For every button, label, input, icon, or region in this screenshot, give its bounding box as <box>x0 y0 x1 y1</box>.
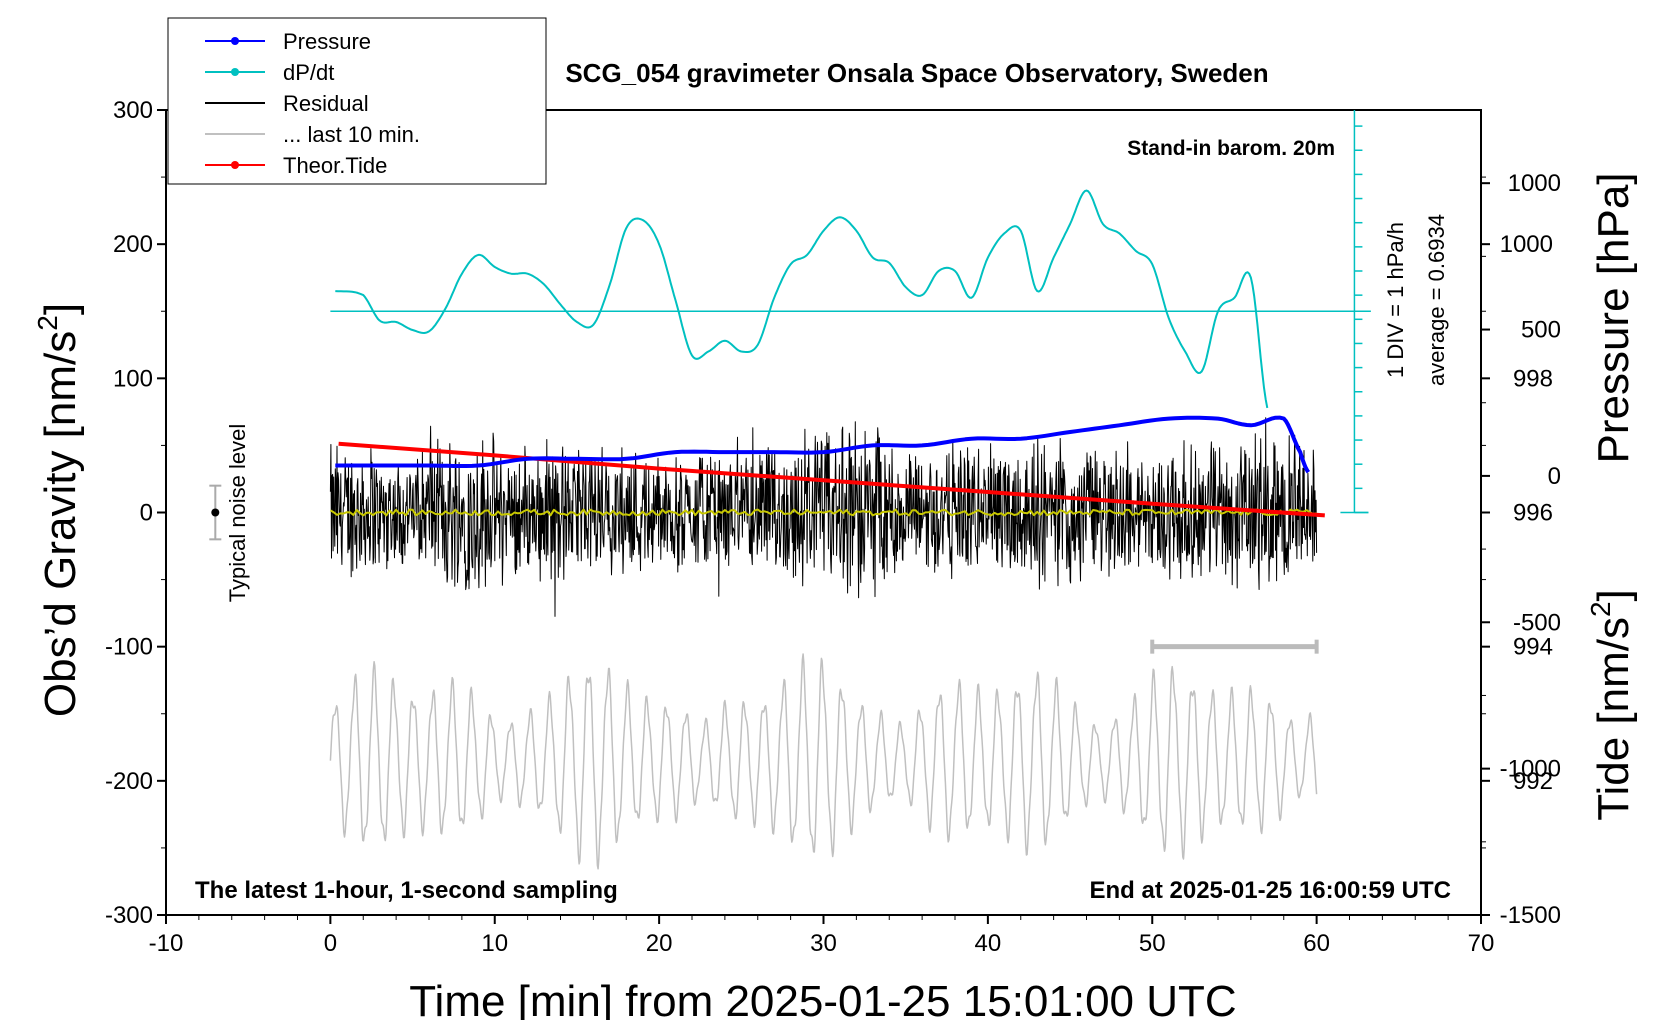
smoothed-residual-line <box>329 508 1317 517</box>
y-left-tick-label: 200 <box>113 231 153 258</box>
last-10-min-bar <box>1150 639 1319 654</box>
tide-line <box>338 441 1325 518</box>
x-tick-label: 60 <box>1303 930 1330 957</box>
barometer-note: Stand-in barom. 20m <box>1127 137 1335 160</box>
dpdt-line <box>335 189 1269 409</box>
noise-level-indicator <box>209 484 222 541</box>
legend-label: dP/dt <box>283 60 334 85</box>
x-tick-label: 40 <box>975 930 1002 957</box>
last-10-min-line <box>329 653 1318 870</box>
x-axis-ticks: -10 0 10 20 30 40 50 60 70 <box>149 915 1495 957</box>
x-tick-label: 0 <box>324 930 337 957</box>
y-axis-left-title-end: ] <box>36 303 85 315</box>
tide-axis-title: Tide [nm/s2] <box>1585 589 1638 821</box>
residual-series <box>329 417 1318 617</box>
chart-title: SCG_054 gravimeter Onsala Space Observat… <box>565 58 1268 88</box>
sampling-note: The latest 1-hour, 1-second sampling <box>195 877 618 904</box>
pressure-tick-label: 1000 <box>1500 231 1553 258</box>
residual-line <box>329 417 1318 617</box>
x-axis-title: Time [min] from 2025-01-25 15:01:00 UTC <box>409 977 1236 1020</box>
y-left-tick-label: 300 <box>113 97 153 124</box>
tide-tick-label: 1000 <box>1508 170 1561 197</box>
tide-tick-label: 500 <box>1521 317 1561 344</box>
legend-label: Pressure <box>283 29 371 54</box>
x-tick-label: 20 <box>646 930 673 957</box>
pressure-series <box>335 415 1311 474</box>
tide-tick-label: -1000 <box>1500 756 1561 783</box>
tide-axis-title-sup: 2 <box>1585 601 1616 617</box>
tide-tick-label: 0 <box>1548 463 1561 490</box>
noise-level-label: Typical noise level <box>225 424 250 603</box>
legend-swatch-marker <box>231 161 239 169</box>
dpdt-scale <box>1340 110 1369 514</box>
legend-box <box>167 17 547 185</box>
pressure-axis-title: Pressure [hPa] <box>1589 172 1638 463</box>
legend-label: Theor.Tide <box>283 153 387 178</box>
x-tick-label: 50 <box>1139 930 1166 957</box>
pressure-tick-label: 994 <box>1513 634 1553 661</box>
pressure-line <box>335 415 1311 474</box>
y-left-tick-label: 0 <box>140 500 153 527</box>
x-tick-label: 10 <box>481 930 508 957</box>
legend-swatch-marker <box>231 68 239 76</box>
legend-label: Residual <box>283 91 369 116</box>
dpdt-average-label: average = 0.6934 <box>1424 214 1449 386</box>
y-axis-left-title-main: Obs’d Gravity [nm/s <box>36 331 85 717</box>
y-left-tick-label: -200 <box>105 768 153 795</box>
x-tick-label: 30 <box>810 930 837 957</box>
tide-tick-label: -1500 <box>1500 902 1561 929</box>
theoretical-tide-series <box>338 441 1325 518</box>
tide-tick-label: -500 <box>1513 609 1561 636</box>
y-left-tick-label: -300 <box>105 902 153 929</box>
tide-axis-title-main: Tide [nm/s <box>1589 617 1638 821</box>
dpdt-series <box>330 189 1371 409</box>
dpdt-div-label: 1 DIV = 1 hPa/h <box>1383 222 1408 378</box>
tide-axis-ticks: -1500 -1000 -500 0 500 1000 <box>1481 170 1561 929</box>
y-axis-left-title: Obs’d Gravity [nm/s2] <box>32 303 85 717</box>
y-left-tick-label: -100 <box>105 634 153 661</box>
pressure-tick-label: 992 <box>1513 768 1553 795</box>
x-tick-label: 70 <box>1468 930 1495 957</box>
legend-label: ... last 10 min. <box>283 122 420 147</box>
tide-axis-title-end: ] <box>1589 589 1638 601</box>
y-axis-left-title-sup: 2 <box>32 315 63 331</box>
noise-level-dot <box>211 508 220 517</box>
y-left-tick-label: 100 <box>113 365 153 392</box>
end-time-note: End at 2025-01-25 16:00:59 UTC <box>1090 877 1452 904</box>
legend: Pressure dP/dt Residual ... last 10 min. The… <box>167 17 547 185</box>
pressure-tick-label: 996 <box>1513 500 1553 527</box>
y-axis-left-ticks: -300 -200 -100 0 100 200 300 <box>105 97 166 929</box>
smoothed-residual-series <box>329 508 1317 517</box>
x-tick-label: -10 <box>149 930 184 957</box>
pressure-tick-label: 998 <box>1513 365 1553 392</box>
legend-swatch-marker <box>231 37 239 45</box>
pressure-axis-ticks: 992 994 996 998 1000 <box>1481 176 1553 849</box>
last-10-min-series <box>329 653 1318 870</box>
